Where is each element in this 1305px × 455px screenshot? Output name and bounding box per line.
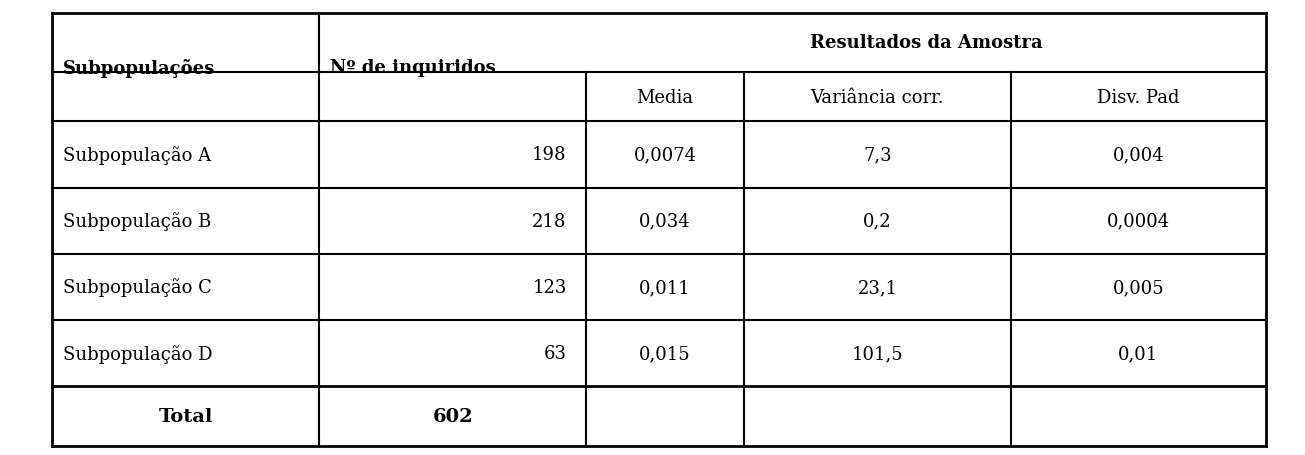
Text: 0,0074: 0,0074 <box>634 146 697 164</box>
Text: 63: 63 <box>544 344 566 363</box>
Text: Resultados da Amostra: Resultados da Amostra <box>809 35 1043 52</box>
Text: Total: Total <box>158 407 213 425</box>
Text: 0,015: 0,015 <box>639 344 690 363</box>
Text: 0,0004: 0,0004 <box>1107 212 1171 230</box>
Text: Subpopulação D: Subpopulação D <box>63 344 213 363</box>
Text: 123: 123 <box>532 278 566 296</box>
Text: Disv. Pad: Disv. Pad <box>1098 89 1180 106</box>
Text: 7,3: 7,3 <box>863 146 891 164</box>
Text: Nº de inquiridos: Nº de inquiridos <box>330 59 496 77</box>
Text: 0,034: 0,034 <box>639 212 690 230</box>
Text: Subpopulação B: Subpopulação B <box>63 212 211 231</box>
Text: 0,01: 0,01 <box>1118 344 1159 363</box>
Text: 0,011: 0,011 <box>639 278 690 296</box>
Text: 101,5: 101,5 <box>852 344 903 363</box>
Text: Media: Media <box>637 89 694 106</box>
Text: 602: 602 <box>432 407 472 425</box>
Text: 23,1: 23,1 <box>857 278 898 296</box>
Text: 218: 218 <box>532 212 566 230</box>
Text: 0,2: 0,2 <box>863 212 891 230</box>
Text: Variância corr.: Variância corr. <box>810 89 945 106</box>
Text: Subpopulações: Subpopulações <box>63 58 215 77</box>
Text: Subpopulação C: Subpopulação C <box>63 278 211 297</box>
Text: 198: 198 <box>532 146 566 164</box>
Text: 0,005: 0,005 <box>1113 278 1164 296</box>
Text: Subpopulação A: Subpopulação A <box>63 146 211 165</box>
Text: 0,004: 0,004 <box>1113 146 1164 164</box>
